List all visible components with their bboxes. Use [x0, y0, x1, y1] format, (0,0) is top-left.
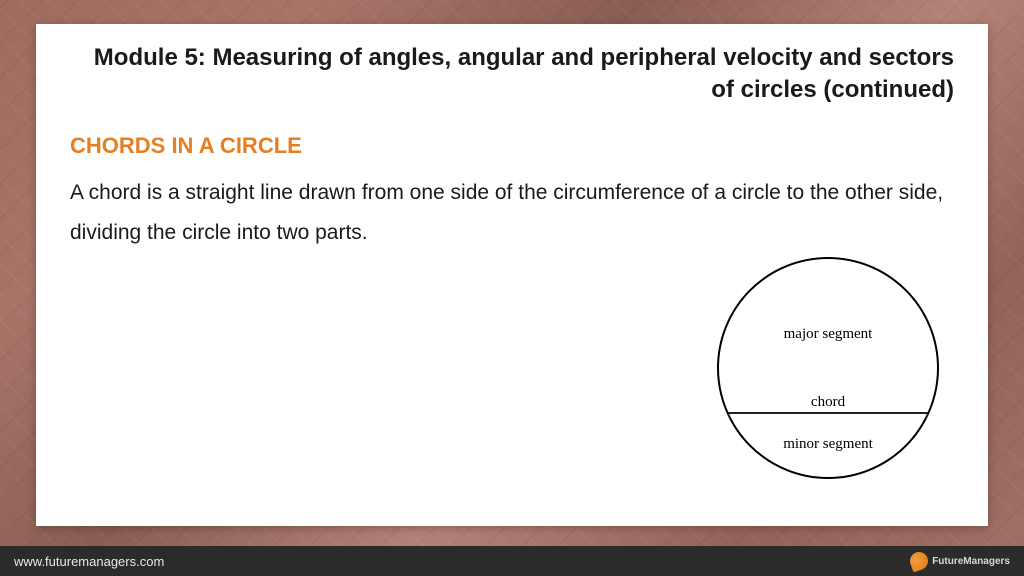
- footer-url: www.futuremanagers.com: [14, 554, 164, 569]
- flame-icon: [908, 549, 931, 572]
- background: Module 5: Measuring of angles, angular a…: [0, 0, 1024, 576]
- label-minor-segment: minor segment: [783, 436, 873, 452]
- footer-bar: www.futuremanagers.com FutureManagers: [0, 546, 1024, 576]
- footer-logo: FutureManagers: [910, 552, 1010, 570]
- slide-card: Module 5: Measuring of angles, angular a…: [36, 24, 988, 526]
- slide-title: Module 5: Measuring of angles, angular a…: [70, 42, 954, 107]
- label-major-segment: major segment: [784, 326, 874, 342]
- footer-logo-text: FutureManagers: [932, 556, 1010, 567]
- chord-diagram: major segment chord minor segment: [698, 238, 958, 498]
- section-heading: CHORDS IN A CIRCLE: [70, 133, 954, 159]
- label-chord: chord: [811, 394, 846, 410]
